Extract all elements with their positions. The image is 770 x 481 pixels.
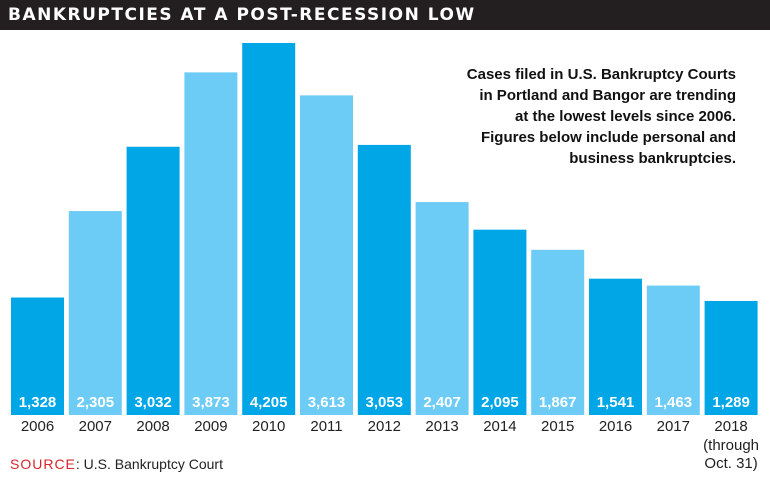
bar-2014	[473, 229, 527, 415]
x-tick-label: 2011	[310, 418, 342, 435]
bar-2016	[589, 278, 642, 415]
x-tick-label: 2007	[79, 418, 112, 435]
bar-value-label: 3,032	[134, 394, 172, 411]
bar-value-label: 1,463	[655, 394, 693, 411]
bar-2007	[68, 211, 122, 415]
x-tick-sublabel: Oct. 31)	[704, 455, 757, 472]
x-tick-label: 2018	[714, 418, 747, 435]
note-line: in Portland and Bangor are trending	[479, 87, 736, 104]
bar-value-label: 1,289	[712, 394, 750, 411]
bar-2015	[531, 249, 585, 415]
source-label: SOURCE	[10, 456, 76, 472]
x-tick-label: 2017	[657, 418, 690, 435]
bar-value-label: 1,867	[539, 394, 577, 411]
chart-note: Cases filed in U.S. Bankruptcy Courts in…	[440, 64, 736, 169]
x-tick-label: 2006	[21, 418, 54, 435]
x-tick-label: 2016	[599, 418, 632, 435]
bar-2008	[126, 146, 180, 415]
bar-2009	[184, 72, 238, 415]
bar-value-label: 2,305	[77, 394, 115, 411]
bar-value-label: 2,407	[423, 394, 461, 411]
x-tick-label: 2010	[252, 418, 285, 435]
source-credit: SOURCE: U.S. Bankruptcy Court	[10, 456, 223, 472]
bar-value-label: 3,613	[308, 394, 346, 411]
note-line: Figures below include personal and	[480, 129, 736, 146]
source-text: U.S. Bankruptcy Court	[79, 456, 223, 472]
bar-2010	[242, 43, 296, 415]
bar-2013	[415, 202, 469, 415]
source-separator: :	[75, 456, 80, 472]
bar-2006	[11, 297, 64, 415]
bar-value-label: 1,328	[19, 394, 57, 411]
bar-2011	[300, 95, 353, 415]
x-tick-sublabel: (through	[703, 437, 759, 454]
note-line: business bankruptcies.	[569, 150, 736, 167]
note-line: at the lowest levels since 2006.	[515, 108, 736, 125]
x-tick-label: 2014	[483, 418, 516, 435]
x-tick-label: 2015	[541, 418, 574, 435]
bar-2012	[357, 144, 411, 415]
bar-2017	[646, 285, 700, 415]
note-line: Cases filed in U.S. Bankruptcy Courts	[466, 66, 736, 83]
bar-value-label: 3,053	[366, 394, 404, 411]
bar-2018	[704, 300, 758, 415]
chart-title: BANKRUPTCIES AT A POST-RECESSION LOW	[0, 0, 770, 30]
x-tick-label: 2013	[425, 418, 458, 435]
bar-value-label: 4,205	[250, 394, 288, 411]
x-tick-label: 2012	[368, 418, 401, 435]
x-tick-label: 2008	[136, 418, 169, 435]
bar-value-label: 2,095	[481, 394, 519, 411]
bar-value-label: 3,873	[192, 394, 230, 411]
x-tick-label: 2009	[194, 418, 227, 435]
bar-value-label: 1,541	[597, 394, 635, 411]
